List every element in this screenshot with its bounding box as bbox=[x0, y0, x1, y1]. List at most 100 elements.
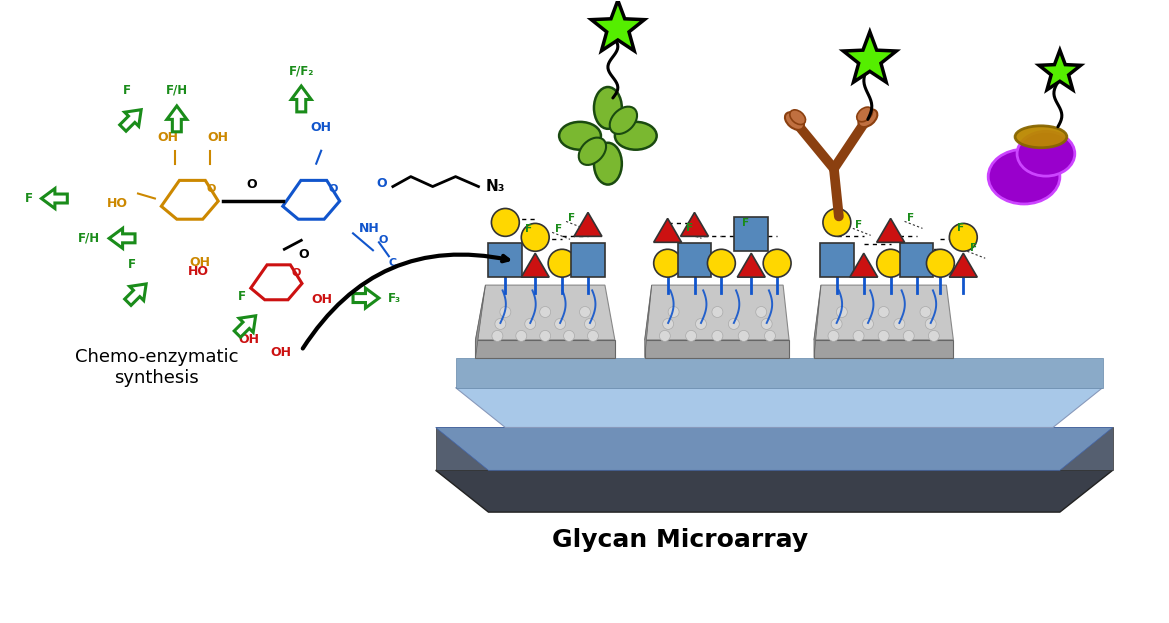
Polygon shape bbox=[521, 254, 549, 277]
FancyBboxPatch shape bbox=[900, 244, 933, 277]
Polygon shape bbox=[850, 254, 878, 277]
Polygon shape bbox=[843, 32, 897, 82]
Polygon shape bbox=[814, 285, 954, 340]
Circle shape bbox=[588, 330, 599, 341]
Ellipse shape bbox=[559, 122, 601, 150]
Polygon shape bbox=[653, 219, 682, 242]
FancyBboxPatch shape bbox=[819, 244, 853, 277]
Text: OH: OH bbox=[311, 121, 332, 134]
Polygon shape bbox=[476, 285, 615, 340]
Circle shape bbox=[521, 224, 549, 251]
Polygon shape bbox=[436, 470, 1113, 512]
Circle shape bbox=[516, 330, 527, 341]
Circle shape bbox=[894, 318, 905, 330]
Text: F: F bbox=[970, 244, 977, 254]
Text: F/H: F/H bbox=[166, 84, 188, 97]
Circle shape bbox=[659, 330, 670, 341]
Polygon shape bbox=[436, 427, 1113, 470]
Text: OH: OH bbox=[158, 131, 179, 144]
Polygon shape bbox=[814, 340, 954, 358]
Text: OH: OH bbox=[238, 333, 260, 346]
Polygon shape bbox=[645, 285, 651, 358]
Circle shape bbox=[653, 249, 682, 277]
Circle shape bbox=[584, 318, 595, 330]
Polygon shape bbox=[436, 427, 1113, 470]
Text: HO: HO bbox=[188, 265, 209, 278]
Polygon shape bbox=[645, 340, 789, 358]
Circle shape bbox=[878, 330, 890, 341]
Circle shape bbox=[707, 249, 735, 277]
Circle shape bbox=[540, 307, 551, 318]
Circle shape bbox=[663, 318, 673, 330]
Text: Glycan Microarray: Glycan Microarray bbox=[552, 528, 808, 552]
Circle shape bbox=[491, 209, 519, 236]
Text: F₃: F₃ bbox=[388, 292, 401, 305]
Circle shape bbox=[920, 307, 931, 318]
Polygon shape bbox=[1039, 50, 1080, 90]
Text: OH: OH bbox=[207, 131, 228, 144]
Text: F: F bbox=[568, 214, 575, 224]
Text: F/F₂: F/F₂ bbox=[289, 64, 314, 77]
Circle shape bbox=[927, 249, 954, 277]
Polygon shape bbox=[456, 358, 1102, 388]
Circle shape bbox=[761, 318, 773, 330]
Polygon shape bbox=[476, 285, 485, 358]
Circle shape bbox=[738, 330, 749, 341]
Polygon shape bbox=[476, 340, 615, 358]
Circle shape bbox=[696, 318, 706, 330]
Polygon shape bbox=[738, 254, 766, 277]
Circle shape bbox=[863, 318, 873, 330]
Circle shape bbox=[669, 307, 679, 318]
Circle shape bbox=[831, 318, 842, 330]
Circle shape bbox=[492, 330, 503, 341]
Polygon shape bbox=[877, 219, 905, 242]
Circle shape bbox=[928, 330, 940, 341]
Ellipse shape bbox=[790, 110, 805, 125]
Polygon shape bbox=[592, 1, 644, 51]
Polygon shape bbox=[680, 212, 708, 236]
Polygon shape bbox=[949, 254, 977, 277]
Text: OH: OH bbox=[271, 346, 292, 359]
Text: Chemo-enzymatic
synthesis: Chemo-enzymatic synthesis bbox=[75, 348, 238, 387]
Text: F/H: F/H bbox=[78, 232, 101, 245]
Ellipse shape bbox=[615, 122, 657, 150]
Ellipse shape bbox=[594, 87, 622, 129]
Circle shape bbox=[949, 224, 977, 251]
Circle shape bbox=[828, 330, 839, 341]
Circle shape bbox=[765, 330, 775, 341]
FancyBboxPatch shape bbox=[572, 244, 604, 277]
Text: C: C bbox=[389, 259, 397, 269]
Text: F: F bbox=[907, 214, 914, 224]
Circle shape bbox=[823, 209, 851, 236]
Text: F: F bbox=[129, 258, 136, 271]
Text: O: O bbox=[376, 177, 387, 190]
Ellipse shape bbox=[1017, 131, 1074, 176]
Polygon shape bbox=[645, 285, 789, 340]
FancyBboxPatch shape bbox=[734, 217, 768, 251]
Ellipse shape bbox=[858, 110, 878, 127]
Circle shape bbox=[877, 249, 905, 277]
Text: F: F bbox=[741, 219, 749, 229]
Ellipse shape bbox=[594, 143, 622, 184]
Circle shape bbox=[554, 318, 566, 330]
Circle shape bbox=[853, 330, 864, 341]
Text: F: F bbox=[525, 224, 532, 234]
Text: O: O bbox=[247, 178, 257, 191]
Circle shape bbox=[712, 307, 722, 318]
Circle shape bbox=[904, 330, 914, 341]
FancyBboxPatch shape bbox=[678, 244, 712, 277]
Text: O: O bbox=[291, 268, 300, 278]
Circle shape bbox=[540, 330, 551, 341]
Text: F: F bbox=[956, 224, 964, 234]
Text: O: O bbox=[328, 184, 338, 194]
Ellipse shape bbox=[784, 112, 804, 130]
Polygon shape bbox=[814, 285, 821, 358]
Circle shape bbox=[836, 307, 848, 318]
Text: O: O bbox=[207, 184, 216, 194]
Circle shape bbox=[878, 307, 890, 318]
Text: F: F bbox=[686, 224, 693, 234]
Circle shape bbox=[686, 330, 697, 341]
Circle shape bbox=[925, 318, 936, 330]
Circle shape bbox=[755, 307, 767, 318]
Polygon shape bbox=[456, 388, 1102, 427]
